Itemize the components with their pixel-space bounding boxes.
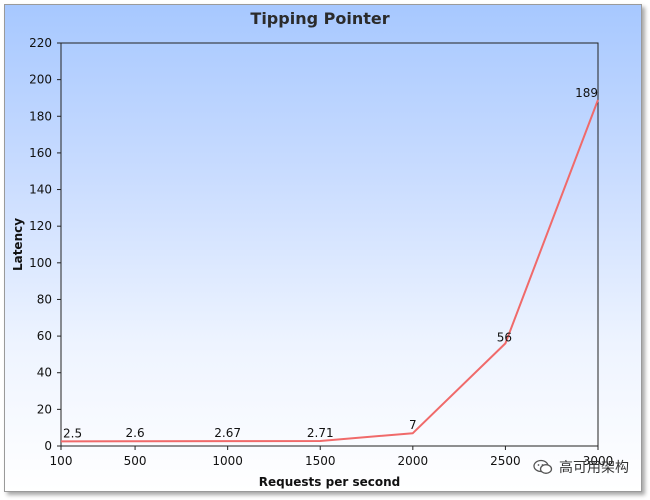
- x-tick-label: 1500: [305, 454, 336, 468]
- data-label: 7: [409, 418, 417, 432]
- y-axis: 0 20 40 60 80 100 120 140 160 180 200 220: [29, 36, 61, 453]
- x-tick-label: 2500: [490, 454, 521, 468]
- x-axis-title: Requests per second: [259, 475, 400, 489]
- y-tick-label: 200: [29, 73, 52, 87]
- y-tick-label: 0: [44, 439, 52, 453]
- chart-frame: Tipping Pointer 0 20 40 60 80 100 120 140 160 180…: [4, 4, 642, 492]
- watermark: 高可用架构: [533, 457, 629, 477]
- wechat-icon: [533, 459, 553, 475]
- x-tick-label: 100: [50, 454, 73, 468]
- x-tick-label: 500: [124, 454, 147, 468]
- data-label: 56: [497, 330, 512, 344]
- y-axis-title: Latency: [11, 218, 25, 271]
- plot-area: [60, 42, 599, 447]
- data-label: 2.6: [126, 426, 145, 440]
- data-label: 2.71: [307, 426, 334, 440]
- x-tick-label: 1000: [212, 454, 243, 468]
- data-label: 2.67: [214, 426, 241, 440]
- y-tick-label: 100: [29, 256, 52, 270]
- series-layer: [60, 99, 599, 443]
- chart-title: Tipping Pointer: [250, 9, 389, 28]
- data-label: 189: [575, 86, 598, 100]
- y-tick-label: 140: [29, 183, 52, 197]
- line-chart: Tipping Pointer 0 20 40 60 80 100 120 140 160 180…: [11, 9, 614, 489]
- watermark-text: 高可用架构: [559, 460, 629, 476]
- series-line: [60, 99, 599, 443]
- y-tick-label: 120: [29, 219, 52, 233]
- data-label: 2.5: [63, 426, 82, 440]
- x-axis: 100 500 1000 1500 2000 2500 3000: [50, 446, 614, 468]
- x-tick-label: 3000: [583, 454, 614, 468]
- y-tick-label: 180: [29, 109, 52, 123]
- y-tick-label: 20: [37, 402, 52, 416]
- y-tick-label: 40: [37, 366, 52, 380]
- x-tick-label: 2000: [398, 454, 429, 468]
- y-tick-label: 80: [37, 292, 52, 306]
- y-tick-label: 220: [29, 36, 52, 50]
- y-tick-label: 160: [29, 146, 52, 160]
- data-labels: 2.5 2.6 2.67 2.71 7 56 189: [63, 86, 598, 441]
- y-tick-label: 60: [37, 329, 52, 343]
